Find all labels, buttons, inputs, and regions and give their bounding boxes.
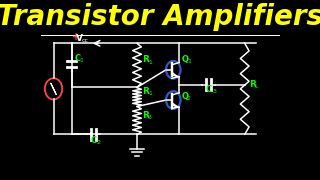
- Text: R: R: [142, 55, 149, 64]
- Text: Q: Q: [182, 55, 189, 64]
- Text: V: V: [76, 33, 83, 42]
- Text: 1: 1: [148, 91, 152, 96]
- Text: L: L: [255, 84, 258, 89]
- Text: Q: Q: [182, 92, 189, 101]
- Text: cc: cc: [82, 38, 89, 43]
- Text: R: R: [142, 87, 149, 96]
- Text: +: +: [72, 32, 80, 42]
- Text: 3: 3: [212, 89, 216, 94]
- Text: C: C: [91, 136, 97, 145]
- Text: 2: 2: [187, 96, 191, 101]
- Text: 2: 2: [97, 140, 101, 145]
- Text: 1: 1: [79, 58, 83, 63]
- Text: R: R: [142, 111, 149, 120]
- Text: Transistor Amplifiers: Transistor Amplifiers: [0, 3, 320, 31]
- Text: R: R: [249, 80, 256, 89]
- Text: 1: 1: [187, 59, 191, 64]
- Text: 3: 3: [148, 115, 152, 120]
- Text: 1: 1: [148, 60, 152, 65]
- Text: C: C: [75, 54, 81, 63]
- Text: C: C: [206, 85, 212, 94]
